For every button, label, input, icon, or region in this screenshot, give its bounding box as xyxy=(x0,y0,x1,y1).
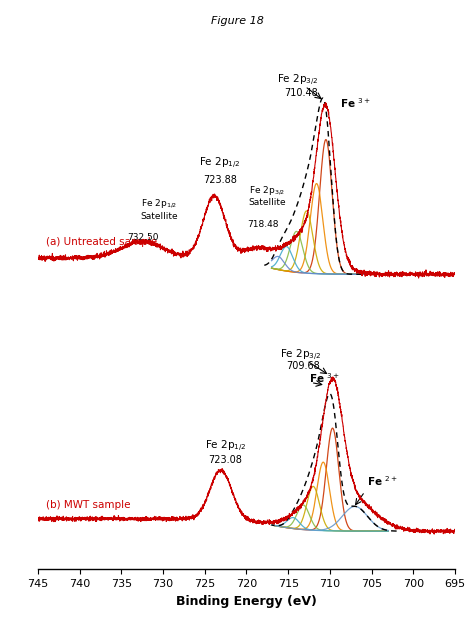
Text: Fe 2p$_{3/2}$: Fe 2p$_{3/2}$ xyxy=(277,73,319,88)
Text: 723.08: 723.08 xyxy=(209,455,243,465)
Text: Fe $^{2+}$: Fe $^{2+}$ xyxy=(367,474,399,488)
Text: Fe 2p$_{3/2}$: Fe 2p$_{3/2}$ xyxy=(280,348,321,363)
Text: Figure 18: Figure 18 xyxy=(210,16,264,26)
Text: 718.48: 718.48 xyxy=(247,220,279,229)
Text: Fe 2p$_{1/2}$: Fe 2p$_{1/2}$ xyxy=(199,156,241,171)
Text: 709.68: 709.68 xyxy=(286,361,320,371)
Text: 723.88: 723.88 xyxy=(203,175,237,185)
Text: Fe $^{3+}$: Fe $^{3+}$ xyxy=(309,371,340,384)
Text: Fe 2p$_{3/2}$
Satellite: Fe 2p$_{3/2}$ Satellite xyxy=(248,185,286,207)
Text: (b) MWT sample: (b) MWT sample xyxy=(46,500,131,510)
X-axis label: Binding Energy (eV): Binding Energy (eV) xyxy=(176,595,317,609)
Text: 710.48: 710.48 xyxy=(284,88,318,98)
Text: Fe $^{3+}$: Fe $^{3+}$ xyxy=(340,95,371,109)
Text: Fe 2p$_{1/2}$
Satellite: Fe 2p$_{1/2}$ Satellite xyxy=(140,197,178,221)
Text: Fe 2p$_{1/2}$: Fe 2p$_{1/2}$ xyxy=(205,439,246,454)
Text: 732.50: 732.50 xyxy=(128,233,159,242)
Text: (a) Untreated sample: (a) Untreated sample xyxy=(46,236,157,246)
